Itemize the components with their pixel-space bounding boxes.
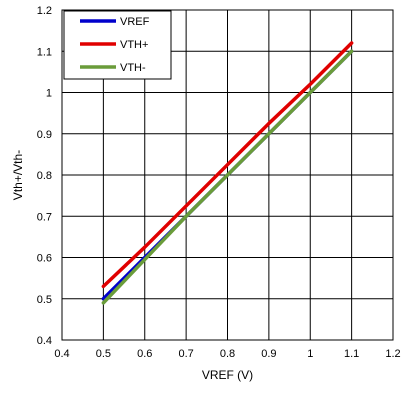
series-line-vth xyxy=(101,41,354,289)
y-tick-label: 0.7 xyxy=(37,211,52,223)
y-tick-label: 0.5 xyxy=(37,294,52,306)
y-tick-label: 1.1 xyxy=(37,46,52,58)
x-tick-label: 1.1 xyxy=(344,348,359,360)
y-tick-label: 0.4 xyxy=(37,335,52,347)
x-axis-label: VREF (V) xyxy=(202,368,253,382)
series-line-vth xyxy=(101,49,354,305)
x-tick-label: 0.4 xyxy=(54,348,69,360)
legend-label: VTH+ xyxy=(120,39,148,51)
y-axis-label: Vth+/Vth- xyxy=(11,150,25,200)
x-tick-label: 0.7 xyxy=(178,348,193,360)
y-tick-label: 0.6 xyxy=(37,253,52,265)
tick-layer: 0.4 0.5 0.6 0.7 0.8 0.9 1 1.1 1.2 0.4 0.5 0.6 0.7 0.8… xyxy=(37,5,401,360)
y-tick-label: 0.9 xyxy=(37,129,52,141)
x-tick-label: 0.5 xyxy=(96,348,111,360)
y-tick-label: 1.2 xyxy=(37,5,52,17)
x-tick-label: 0.8 xyxy=(220,348,235,360)
x-tick-label: 1 xyxy=(307,348,313,360)
legend-label: VREF xyxy=(120,16,150,28)
legend-label: VTH- xyxy=(120,62,146,74)
y-tick-label: 0.8 xyxy=(37,170,52,182)
x-tick-label: 0.9 xyxy=(261,348,276,360)
x-tick-label: 1.2 xyxy=(385,348,400,360)
series-layer xyxy=(101,41,354,305)
legend: VREF VTH+ VTH- xyxy=(63,10,172,80)
y-tick-label: 1 xyxy=(46,88,52,100)
x-tick-label: 0.6 xyxy=(137,348,152,360)
plot-frame xyxy=(61,9,394,341)
